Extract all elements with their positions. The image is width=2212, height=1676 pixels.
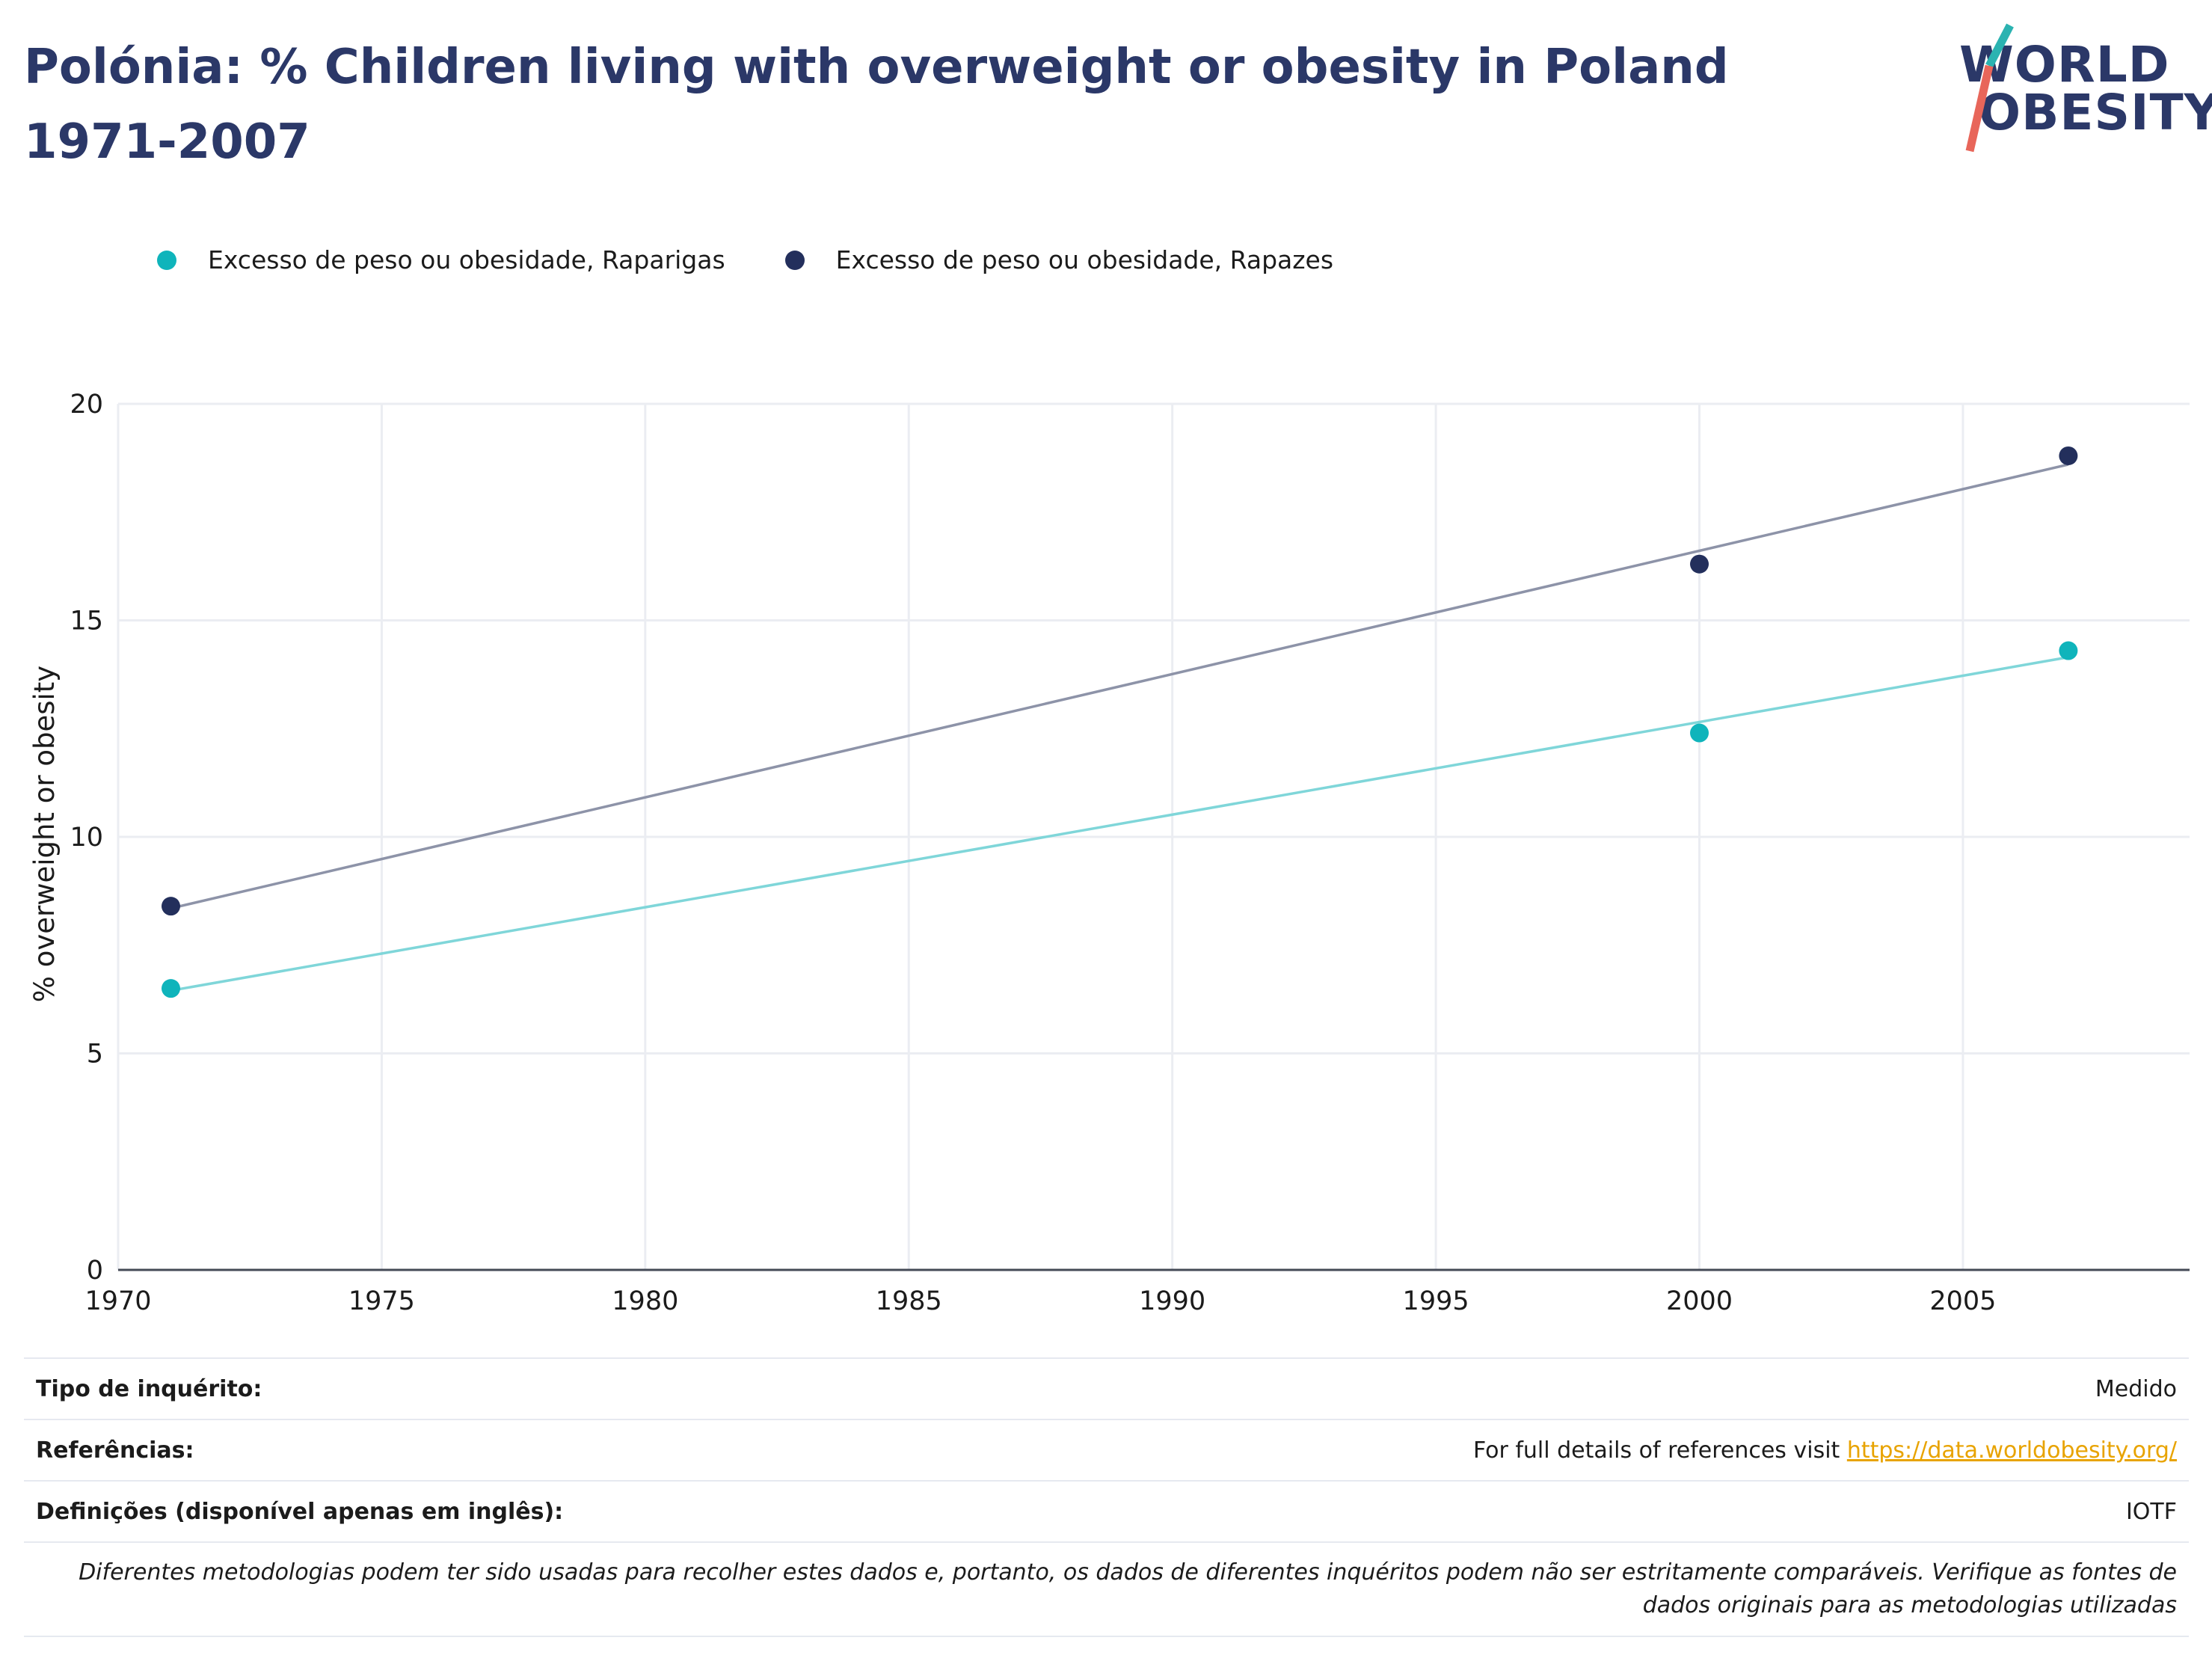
y-axis-label: % overweight or obesity (28, 666, 61, 1002)
x-tick-label: 2005 (1929, 1286, 1996, 1316)
references-label: Referências: (36, 1437, 194, 1464)
survey-type-row: Tipo de inquérito: Medido (24, 1357, 2189, 1419)
x-tick-label: 1990 (1139, 1286, 1205, 1316)
x-tick-label: 2000 (1666, 1286, 1733, 1316)
data-point-series-1 (161, 897, 180, 916)
chart-axes: 1970 1975 1980 1985 1990 1995 2000 2005 0 5 10 15 20 (70, 390, 2190, 1316)
y-tick-label: 5 (87, 1040, 103, 1069)
definitions-label: Definições (disponível apenas em inglês)… (36, 1498, 564, 1525)
x-tick-label: 1975 (348, 1286, 415, 1316)
x-tick-label: 1980 (612, 1286, 678, 1316)
y-tick-label: 15 (70, 607, 103, 636)
chart-legend: Excesso de peso ou obesidade, Raparigas … (157, 245, 1393, 274)
data-point-series-0 (2059, 641, 2078, 660)
references-link[interactable]: https://data.worldobesity.org/ (1846, 1437, 2177, 1464)
references-value: For full details of references visit htt… (1473, 1437, 2177, 1464)
methodology-note: Diferentes metodologias podem ter sido u… (24, 1541, 2189, 1637)
definitions-value: IOTF (2125, 1498, 2177, 1525)
data-point-series-0 (161, 979, 180, 998)
survey-type-value: Medido (2095, 1375, 2177, 1402)
chart-metadata: Tipo de inquérito: Medido Referências: F… (24, 1357, 2189, 1637)
trend-line-series-0 (170, 655, 2069, 992)
x-tick-label: 1995 (1403, 1286, 1469, 1316)
data-point-series-1 (2059, 446, 2078, 465)
y-tick-label: 0 (87, 1256, 103, 1286)
y-tick-label: 20 (70, 390, 103, 420)
legend-item-girls[interactable]: Excesso de peso ou obesidade, Raparigas (157, 245, 725, 274)
data-point-series-0 (1690, 723, 1709, 743)
x-tick-label: 1985 (876, 1286, 942, 1316)
world-obesity-logo: WORLD OBESITY (1952, 22, 2212, 157)
legend-item-boys[interactable]: Excesso de peso ou obesidade, Rapazes (784, 245, 1334, 274)
logo-line-2: OBESITY (1979, 84, 2212, 141)
trend-line-series-1 (170, 463, 2069, 910)
references-text: For full details of references visit (1472, 1437, 1847, 1464)
legend-marker-girls (157, 250, 176, 270)
y-tick-label: 10 (70, 823, 103, 853)
legend-label-boys: Excesso de peso ou obesidade, Rapazes (835, 245, 1334, 274)
legend-marker-boys (784, 250, 805, 270)
survey-type-label: Tipo de inquérito: (36, 1375, 262, 1402)
logo-slash-icon (1965, 23, 2014, 153)
scatter-chart: 1970 1975 1980 1985 1990 1995 2000 2005 0 5 10 15 20… (28, 390, 2190, 1316)
page-title: Polónia: % Children living with overweig… (24, 40, 1729, 170)
definitions-row: Definições (disponível apenas em inglês)… (24, 1480, 2189, 1541)
data-points (161, 446, 2078, 998)
data-point-series-1 (1690, 554, 1709, 574)
legend-label-girls: Excesso de peso ou obesidade, Raparigas (208, 245, 725, 274)
chart-grid (117, 402, 2190, 1270)
references-row: Referências: For full details of referen… (24, 1419, 2189, 1480)
trend-lines (170, 463, 2069, 992)
x-tick-label: 1970 (85, 1286, 151, 1316)
